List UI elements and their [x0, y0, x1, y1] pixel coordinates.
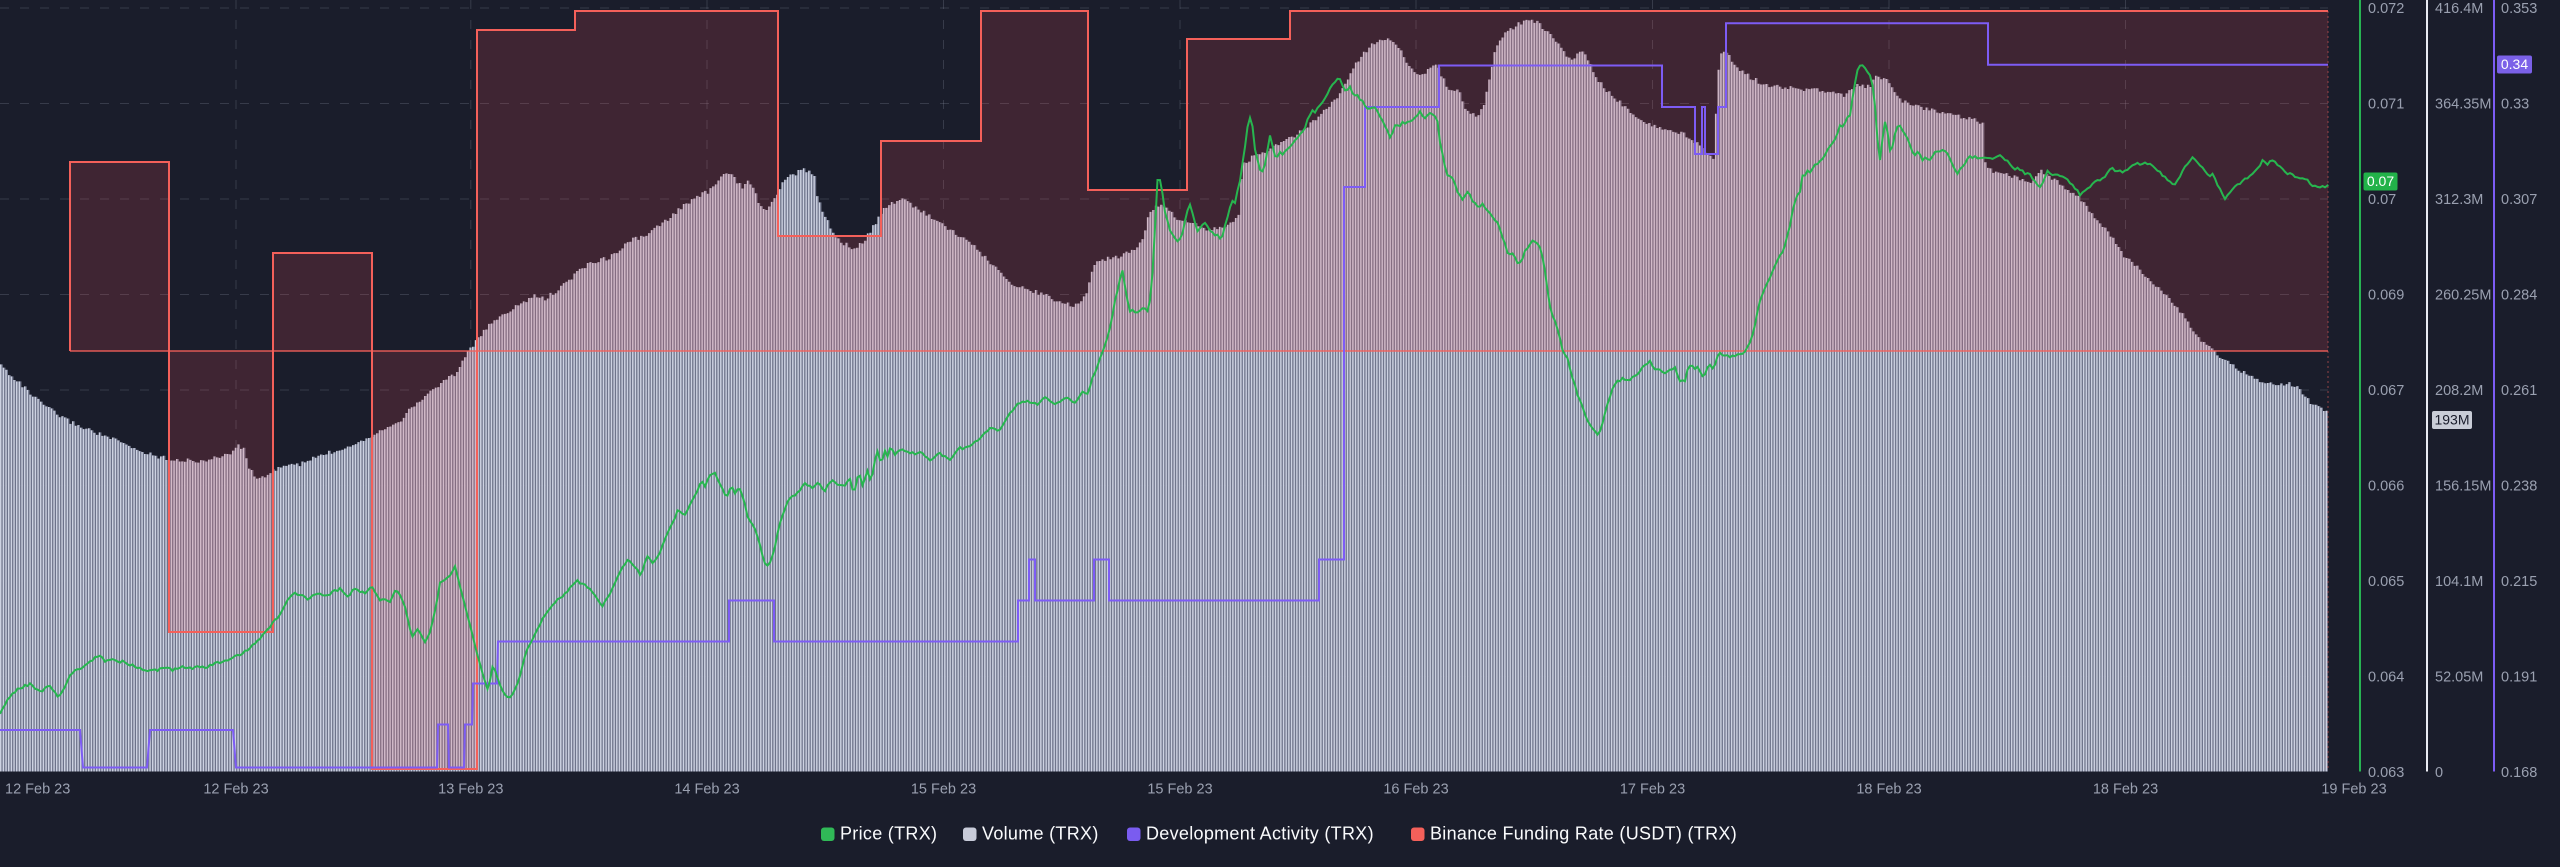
svg-text:12 Feb 23: 12 Feb 23: [5, 782, 70, 798]
svg-text:Price (TRX): Price (TRX): [840, 824, 937, 844]
svg-text:156.15M: 156.15M: [2435, 479, 2491, 495]
svg-text:364.35M: 364.35M: [2435, 97, 2491, 113]
svg-text:14 Feb 23: 14 Feb 23: [674, 782, 739, 798]
svg-text:0.284: 0.284: [2501, 288, 2537, 304]
svg-text:0.069: 0.069: [2368, 288, 2404, 304]
svg-text:13 Feb 23: 13 Feb 23: [438, 782, 503, 798]
svg-text:208.2M: 208.2M: [2435, 383, 2483, 399]
svg-text:0.063: 0.063: [2368, 765, 2404, 781]
svg-text:18 Feb 23: 18 Feb 23: [2093, 782, 2158, 798]
svg-text:104.1M: 104.1M: [2435, 574, 2483, 590]
svg-text:312.3M: 312.3M: [2435, 192, 2483, 208]
svg-text:15 Feb 23: 15 Feb 23: [911, 782, 976, 798]
svg-text:19 Feb 23: 19 Feb 23: [2321, 782, 2386, 798]
svg-text:0.07: 0.07: [2368, 192, 2396, 208]
svg-text:Volume (TRX): Volume (TRX): [982, 824, 1099, 844]
svg-text:0.261: 0.261: [2501, 383, 2537, 399]
svg-text:0.168: 0.168: [2501, 765, 2537, 781]
svg-text:12 Feb 23: 12 Feb 23: [203, 782, 268, 798]
svg-text:Development Activity (TRX): Development Activity (TRX): [1146, 824, 1374, 844]
svg-text:15 Feb 23: 15 Feb 23: [1147, 782, 1212, 798]
svg-text:0.067: 0.067: [2368, 383, 2404, 399]
svg-text:16 Feb 23: 16 Feb 23: [1383, 782, 1448, 798]
svg-text:0.065: 0.065: [2368, 574, 2404, 590]
svg-text:0.071: 0.071: [2368, 97, 2404, 113]
svg-text:416.4M: 416.4M: [2435, 1, 2483, 17]
svg-text:0.238: 0.238: [2501, 479, 2537, 495]
svg-text:0.215: 0.215: [2501, 574, 2537, 590]
svg-text:0.353: 0.353: [2501, 1, 2537, 17]
svg-text:193M: 193M: [2434, 412, 2469, 428]
svg-text:0.064: 0.064: [2368, 670, 2404, 686]
svg-text:17 Feb 23: 17 Feb 23: [1620, 782, 1685, 798]
svg-text:0.191: 0.191: [2501, 670, 2537, 686]
svg-text:52.05M: 52.05M: [2435, 670, 2483, 686]
svg-text:18 Feb 23: 18 Feb 23: [1856, 782, 1921, 798]
svg-text:0.07: 0.07: [2367, 173, 2394, 189]
svg-text:0.072: 0.072: [2368, 1, 2404, 17]
svg-text:0.307: 0.307: [2501, 192, 2537, 208]
svg-text:0: 0: [2435, 765, 2443, 781]
svg-text:0.33: 0.33: [2501, 97, 2529, 113]
svg-text:0.34: 0.34: [2501, 56, 2528, 72]
svg-text:0.066: 0.066: [2368, 479, 2404, 495]
svg-text:Binance Funding Rate (USDT) (T: Binance Funding Rate (USDT) (TRX): [1430, 824, 1737, 844]
svg-text:260.25M: 260.25M: [2435, 288, 2491, 304]
